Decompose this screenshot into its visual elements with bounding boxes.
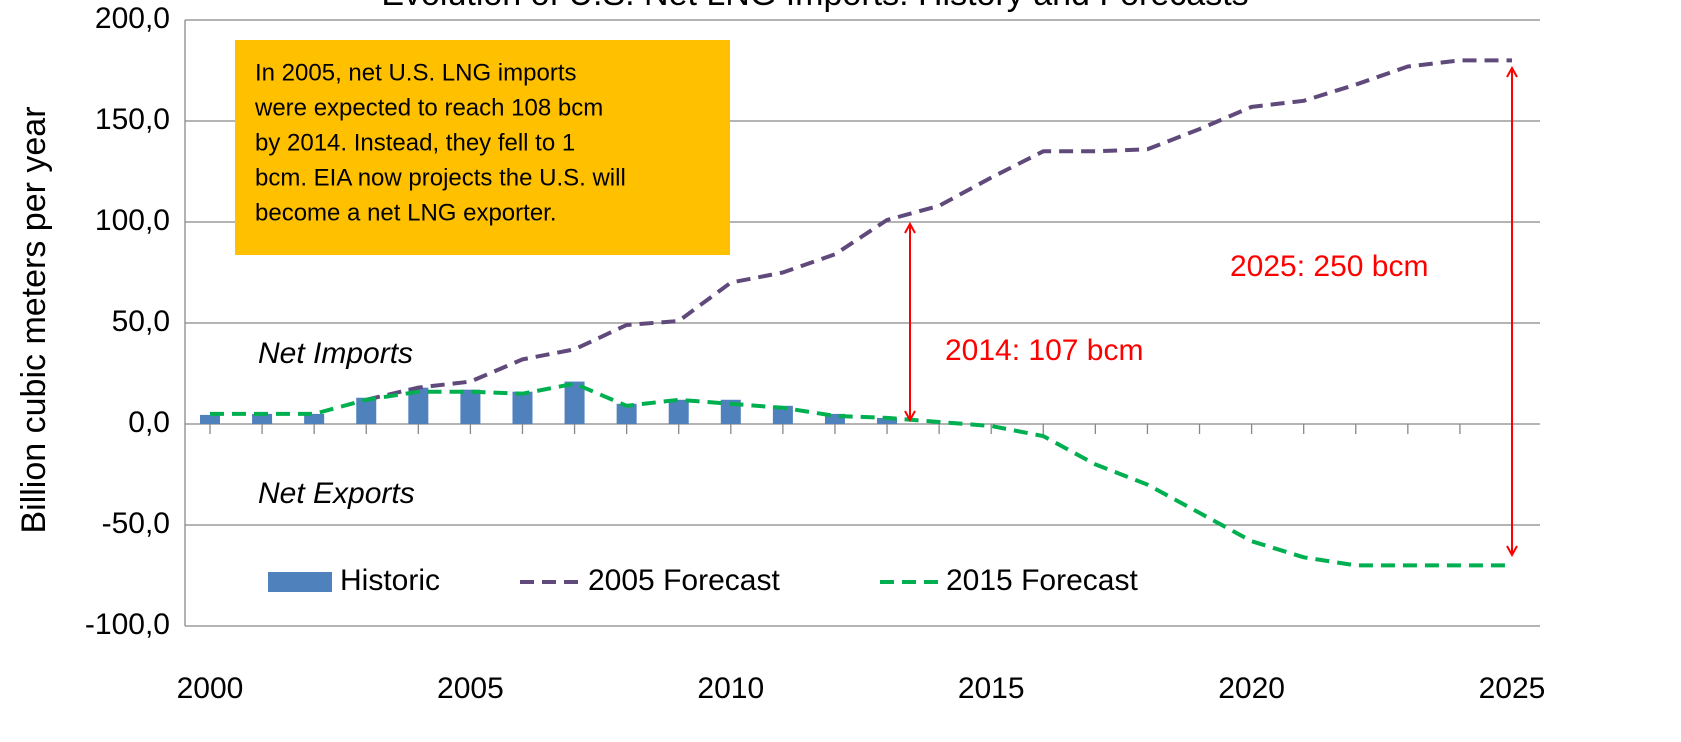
note-text: In 2005, net U.S. LNG imports: [255, 59, 576, 86]
y-tick-label: 150,0: [95, 103, 170, 136]
bar: [824, 413, 845, 424]
bar: [616, 403, 637, 424]
grid: -100,0 -50,0 0,0 50,0 100,0 150,0 200,0 2000 200…: [85, 2, 1545, 705]
annotation: 2014: 107 bcm: [945, 334, 1143, 367]
x-tick-label: 2020: [1218, 672, 1285, 705]
y-tick-label: 50,0: [112, 305, 170, 338]
bar: [877, 417, 898, 424]
legend-swatch: [268, 572, 332, 592]
note-text: become a net LNG exporter.: [255, 199, 557, 226]
series-line: [210, 381, 1512, 568]
legend-label: 2015 Forecast: [946, 564, 1138, 597]
y-tick-label: -50,0: [102, 507, 170, 540]
note-box: [235, 40, 730, 255]
legend-label: 2005 Forecast: [588, 564, 780, 597]
x-tick-label: 2010: [697, 672, 764, 705]
bar: [772, 405, 793, 424]
bar: [460, 389, 481, 424]
x-tick-label: 2000: [177, 672, 244, 705]
bar: [200, 414, 220, 424]
note-text: bcm. EIA now projects the U.S. will: [255, 164, 626, 191]
x-tick-label: 2025: [1479, 672, 1546, 705]
annotation: 2025: 250 bcm: [1230, 250, 1428, 283]
y-axis-label: Billion cubic meters per year: [15, 106, 53, 533]
note-text: by 2014. Instead, they fell to 1: [255, 129, 575, 156]
annotation: Net Exports: [258, 477, 415, 510]
chart-title: Evolution of U.S. Net LNG Imports: Histo…: [381, 0, 1248, 13]
x-tick-label: 2005: [437, 672, 504, 705]
bar: [304, 413, 325, 424]
y-tick-label: 200,0: [95, 2, 170, 35]
bar: [408, 387, 429, 424]
x-tick-label: 2015: [958, 672, 1025, 705]
bar: [564, 381, 585, 424]
y-tick-label: 100,0: [95, 204, 170, 237]
marks: [200, 58, 1512, 568]
bar: [252, 413, 273, 424]
legend-label: Historic: [340, 564, 440, 597]
series-line: [365, 58, 1512, 402]
annotation: Net Imports: [258, 337, 413, 370]
note-text: were expected to reach 108 bcm: [254, 94, 603, 121]
y-tick-label: 0,0: [128, 406, 170, 439]
bar: [512, 391, 533, 424]
bar: [356, 397, 377, 424]
y-tick-label: -100,0: [85, 608, 170, 641]
bar: [668, 399, 689, 424]
